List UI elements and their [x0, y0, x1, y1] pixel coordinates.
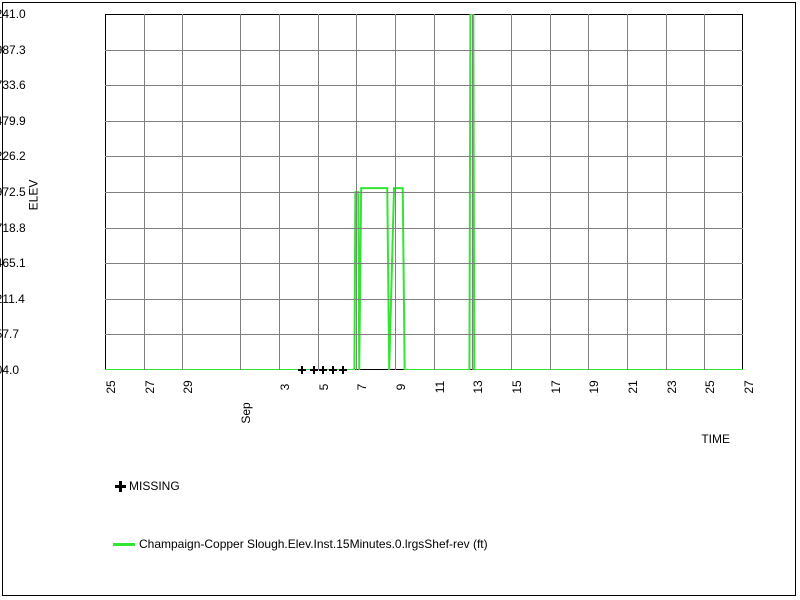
x-tick-label: Sep [227, 402, 253, 423]
x-tick-label: 29 [169, 380, 195, 393]
x-tick-label: 11 [421, 381, 447, 393]
legend-label: MISSING [129, 479, 180, 493]
legend-row: MISSING [113, 479, 180, 493]
x-tick-label: 3 [266, 384, 292, 391]
x-tick-label: 21 [614, 380, 640, 393]
x-tick-label: 9 [382, 384, 408, 391]
x-tick-label: 27 [131, 380, 157, 393]
legend-label: Champaign-Copper Slough.Elev.Inst.15Minu… [139, 537, 488, 551]
x-tick-label: 23 [653, 380, 679, 393]
x-axis-ticks: 25 27 29 Sep 3 5 7 9 11 13 15 17 19 21 23 25 27 [0, 0, 800, 600]
x-tick-label: 27 [730, 380, 756, 393]
x-axis-label: TIME [701, 432, 730, 446]
x-tick-label: 25 [92, 380, 118, 393]
x-tick-label: 5 [305, 384, 331, 391]
legend-row: Champaign-Copper Slough.Elev.Inst.15Minu… [113, 537, 488, 551]
x-tick-label: 25 [691, 380, 717, 393]
x-tick-label: 17 [537, 380, 563, 393]
legend-swatch-plus-icon [113, 479, 127, 493]
x-tick-label: 13 [459, 380, 485, 393]
x-tick-label: 7 [343, 384, 369, 391]
x-tick-label: 19 [575, 380, 601, 393]
legend-swatch-line [113, 543, 135, 546]
x-tick-label: 15 [498, 380, 524, 393]
